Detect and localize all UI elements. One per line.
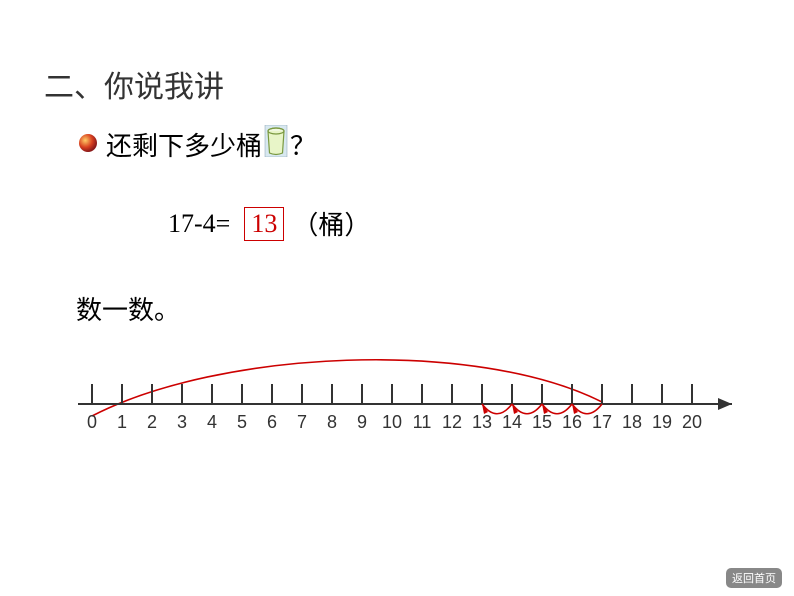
svg-text:10: 10 <box>382 412 402 432</box>
svg-text:7: 7 <box>297 412 307 432</box>
question-row: 还剩下多少桶 ？ <box>78 125 316 164</box>
svg-text:9: 9 <box>357 412 367 432</box>
svg-text:8: 8 <box>327 412 337 432</box>
svg-text:2: 2 <box>147 412 157 432</box>
count-label: 数一数。 <box>76 290 180 327</box>
equation-expr: 17-4= <box>168 209 230 239</box>
numberline: 01234567891011121314151617181920 <box>72 340 752 460</box>
svg-text:18: 18 <box>622 412 642 432</box>
svg-text:0: 0 <box>87 412 97 432</box>
back-button[interactable]: 返回首页 <box>726 568 782 588</box>
bullet-icon <box>78 129 98 160</box>
svg-text:14: 14 <box>502 412 522 432</box>
equation-answer: 13 <box>244 207 284 241</box>
svg-text:20: 20 <box>682 412 702 432</box>
svg-text:12: 12 <box>442 412 462 432</box>
svg-text:3: 3 <box>177 412 187 432</box>
svg-text:1: 1 <box>117 412 127 432</box>
svg-text:4: 4 <box>207 412 217 432</box>
svg-text:16: 16 <box>562 412 582 432</box>
svg-text:15: 15 <box>532 412 552 432</box>
equation-unit: （桶） <box>292 205 370 242</box>
equation-row: 17-4= 13 （桶） <box>168 205 370 242</box>
svg-text:17: 17 <box>592 412 612 432</box>
question-prefix: 还剩下多少桶 <box>106 126 262 163</box>
section-title: 二、你说我讲 <box>44 62 224 106</box>
question-suffix: ？ <box>290 126 316 163</box>
bucket-icon <box>264 125 288 164</box>
svg-text:5: 5 <box>237 412 247 432</box>
svg-text:19: 19 <box>652 412 672 432</box>
svg-text:13: 13 <box>472 412 492 432</box>
svg-text:11: 11 <box>413 412 432 432</box>
svg-text:6: 6 <box>267 412 277 432</box>
